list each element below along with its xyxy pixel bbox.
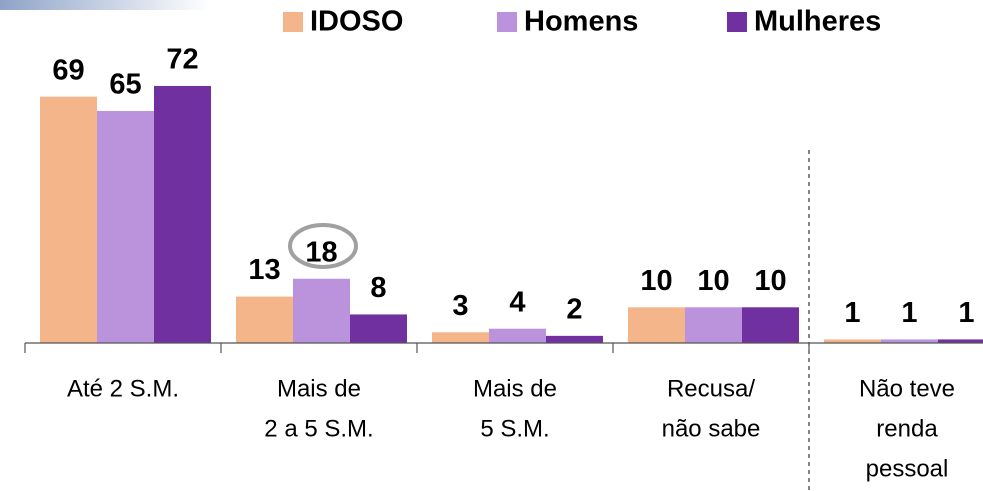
bar bbox=[881, 339, 938, 343]
x-tick-label: 5 S.M. bbox=[480, 415, 549, 442]
data-label: 2 bbox=[566, 294, 582, 326]
bar bbox=[432, 332, 489, 343]
bar bbox=[154, 85, 211, 344]
bar bbox=[938, 339, 983, 343]
x-tick-label: Mais de bbox=[277, 375, 361, 402]
legend-swatch bbox=[497, 12, 517, 32]
bar bbox=[489, 328, 546, 343]
x-tick-label: 2 a 5 S.M. bbox=[264, 415, 373, 442]
data-label: 10 bbox=[697, 265, 729, 297]
data-label: 8 bbox=[370, 272, 386, 304]
bar bbox=[824, 339, 881, 343]
x-tick-label: não sabe bbox=[662, 415, 761, 442]
x-tick-label: Recusa/ bbox=[667, 375, 755, 402]
data-label: 1 bbox=[901, 297, 917, 329]
data-label: 1 bbox=[958, 297, 974, 329]
data-label: 72 bbox=[166, 44, 198, 76]
bar bbox=[628, 307, 685, 343]
legend-swatch bbox=[283, 12, 303, 32]
data-label: 3 bbox=[452, 290, 468, 322]
data-label: 69 bbox=[52, 54, 84, 86]
data-label: 4 bbox=[509, 286, 525, 318]
bar bbox=[546, 335, 603, 343]
legend-label: Mulheres bbox=[754, 6, 881, 38]
x-tick-label: Até 2 S.M. bbox=[67, 375, 179, 402]
x-tick-label: renda bbox=[876, 415, 938, 442]
x-tick-label: Não teve bbox=[859, 375, 955, 402]
header-decoration bbox=[0, 0, 210, 10]
bar bbox=[97, 110, 154, 343]
data-label: 10 bbox=[754, 265, 786, 297]
bar bbox=[685, 307, 742, 343]
x-tick-label: pessoal bbox=[866, 455, 949, 482]
data-label: 13 bbox=[248, 254, 280, 286]
bar bbox=[350, 314, 407, 343]
legend-label: Homens bbox=[524, 6, 638, 38]
bar bbox=[293, 278, 350, 343]
data-label: 10 bbox=[640, 265, 672, 297]
highlight-circle bbox=[288, 223, 358, 269]
bar bbox=[40, 96, 97, 343]
legend-swatch bbox=[727, 12, 747, 32]
bar bbox=[236, 296, 293, 343]
data-label: 18 bbox=[305, 236, 337, 268]
legend-label: IDOSO bbox=[310, 6, 403, 38]
bar bbox=[742, 307, 799, 343]
x-tick-label: Mais de bbox=[473, 375, 557, 402]
data-label: 65 bbox=[109, 69, 141, 101]
data-label: 1 bbox=[844, 297, 860, 329]
